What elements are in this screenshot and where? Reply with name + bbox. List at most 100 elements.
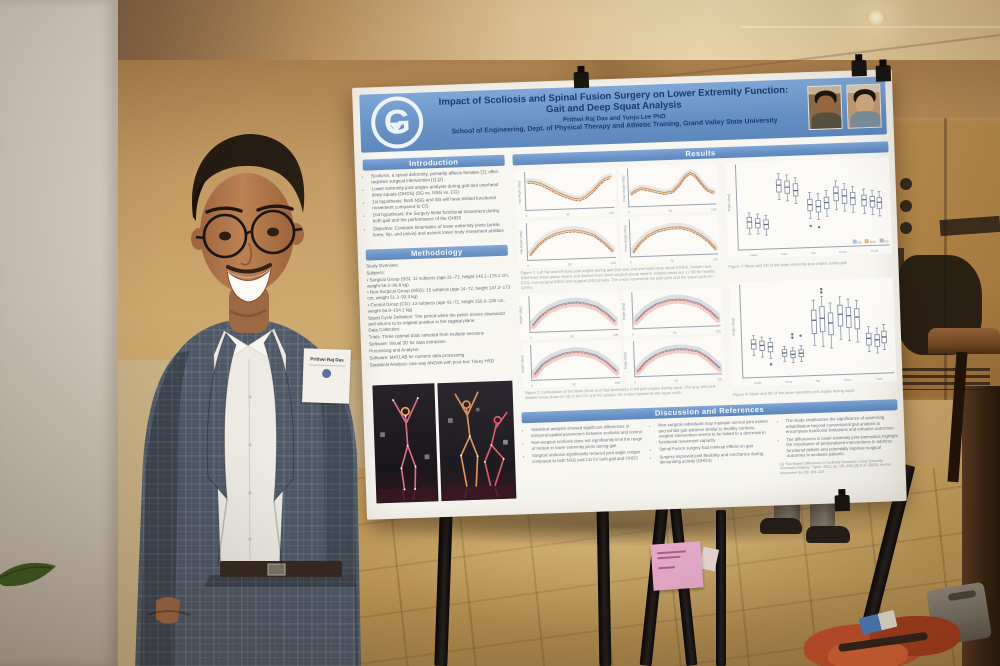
mocap-panel-squat <box>437 380 517 502</box>
chart-panel-squat-2: Angle (deg) 0 50 100 <box>620 287 723 337</box>
mocap-skeleton-standing <box>377 397 437 504</box>
y-axis-label: Angle (deg) <box>622 351 628 370</box>
y-axis-label: Knee Angle (deg) <box>622 225 628 253</box>
cardboard-print-dot <box>900 178 912 190</box>
trousers <box>204 575 356 666</box>
left-wall-column <box>0 0 118 666</box>
smile <box>226 267 272 303</box>
y-axis-label: Hip Angle (deg) <box>517 180 522 204</box>
discussion-col-2: Non-surgical individuals may maintain no… <box>651 419 772 480</box>
y-axis-label: Angle (deg) <box>731 317 736 336</box>
discussion-bullet: Non-surgical individuals may maintain no… <box>658 419 771 445</box>
y-axis-label: Angle (deg) <box>726 194 732 213</box>
handwriting-line <box>656 550 687 555</box>
x-axis-ticks: 0 50 100 <box>632 328 721 336</box>
mocap-panel-standing <box>372 383 439 504</box>
chart-panel-squat-1: Angle (deg) 0 50 100 <box>518 290 621 340</box>
poster-title-block: Impact of Scoliosis and Spinal Fusion Su… <box>423 84 804 136</box>
chart-panel-squat-4: Angle (deg) 0 50 100 <box>622 335 725 385</box>
squat-angle-charts: Angle (deg) 0 50 100 Angle (deg) 0 50 100 An… <box>518 287 725 389</box>
photo-shoulders <box>850 110 881 129</box>
discussion-bullet: Surgical scoliosis significantly reduced… <box>532 449 645 464</box>
handwriting-line <box>658 566 675 570</box>
chart-panel-squat-3: Angle (deg) 0 50 100 <box>520 339 623 389</box>
gait-boxplot-figure: Angle (deg) Ankle Knee Hip Pelvis Trunk … <box>724 157 893 259</box>
cardboard-print-dot <box>900 200 912 212</box>
figure3-caption: Figure 3: Mean and SD of the lower extre… <box>728 259 847 269</box>
belt-buckle <box>267 563 286 576</box>
mocap-skeleton-squat <box>442 391 515 502</box>
line-plot <box>524 168 614 211</box>
discussion-col-1: Statistical analysis showed significant … <box>524 423 645 484</box>
group-label: Hip <box>815 378 821 383</box>
box-plot <box>734 159 890 251</box>
line-plot <box>632 337 723 378</box>
university-logo: G <box>370 95 425 150</box>
squat-boxplot-figure: Angle (deg) Ankle Knee Hip Pelvis Trunk <box>729 277 897 387</box>
gait-angle-charts: Hip Angle (deg) 0 50 100 Knee Angle (deg) … <box>514 163 721 269</box>
group-label: Knee <box>780 251 788 257</box>
group-label: Pelvis <box>843 377 852 383</box>
group-label: Ankle <box>749 252 758 258</box>
group-label: Pelvis <box>839 249 848 255</box>
nose <box>240 242 253 266</box>
line-plot <box>628 215 719 258</box>
chart-panel-hip-gait: Hip Angle (deg) 0 50 100 <box>514 166 617 218</box>
chart-panel-hip-squat: Hip Angle (deg) 0 50 100 <box>516 217 618 269</box>
eyebrows <box>205 204 294 214</box>
legend-item: SG <box>852 239 862 244</box>
plant-leaf <box>0 548 62 594</box>
badge-logo <box>321 368 332 379</box>
group-label: Trunk <box>870 248 879 253</box>
cardboard-print-dot <box>900 222 912 234</box>
glasses <box>195 209 303 259</box>
figure1-caption: Figure 1: Left hip and left knee joint a… <box>520 263 716 290</box>
bystander-shoe <box>760 518 802 534</box>
group-label: Hip <box>811 250 816 256</box>
badge-line <box>308 364 346 367</box>
ceiling-light <box>866 10 886 25</box>
box-plot <box>739 279 895 379</box>
introduction-bullets: Scoliosis, a spinal deformity, primarily… <box>363 169 509 240</box>
methodology-text: Study Overview: Subjects: • Surgical Gro… <box>366 259 514 369</box>
line-plot <box>525 219 616 261</box>
y-axis-label: Hip Angle (deg) <box>518 230 524 255</box>
presenter <box>98 115 368 666</box>
section-header-methodology: Methodology <box>365 244 508 261</box>
wood-table-edge <box>928 328 1000 354</box>
jacket-lapel-left <box>206 332 237 501</box>
references-text: [1] “Sex-Based Differences in Scoliosis … <box>779 458 892 476</box>
group-label: Trunk <box>875 376 883 381</box>
line-plot <box>626 165 717 207</box>
name-badge: Prithwi Raj Das <box>302 348 351 404</box>
bystander-shoe <box>806 526 850 543</box>
leaf-shape <box>0 562 56 587</box>
y-axis-label: Angle (deg) <box>620 302 626 321</box>
figure4-caption: Figure 4: Mean and SD of the lower extre… <box>732 387 855 397</box>
discussion-col-3: The study emphasizes the significance of… <box>778 414 899 475</box>
y-axis-label: Angle (deg) <box>518 306 524 325</box>
easel-leg <box>716 510 726 666</box>
handwriting-line <box>657 555 681 560</box>
line-plot <box>530 341 620 381</box>
group-label: Ankle <box>754 380 762 386</box>
chart-panel-knee-squat: Knee Angle (deg) 0 50 100 <box>619 213 721 265</box>
hand-in-pocket <box>156 597 180 624</box>
chart-panel-knee-gait: Knee Angle (deg) 0 50 100 <box>617 163 719 215</box>
binder-clip <box>851 60 867 77</box>
binder-clip <box>875 65 892 82</box>
motion-capture-figure <box>372 380 517 504</box>
group-label: Knee <box>785 379 793 385</box>
discussion-bullet: Surgery improved joint flexibility and m… <box>659 450 772 465</box>
legend-item: NSG <box>864 239 876 244</box>
y-axis-label: Knee Angle (deg) <box>620 175 626 202</box>
legend-item: CG <box>879 238 889 244</box>
discussion-bullet: The differences in lower extremity joint… <box>786 433 899 459</box>
discussion-bullet: The study emphasizes the significance of… <box>785 414 898 435</box>
line-plot <box>528 292 619 333</box>
presenter-figure <box>135 134 361 666</box>
jacket-lapel-right <box>263 329 295 503</box>
x-axis-ticks: 0 50 100 <box>627 206 717 214</box>
photo-shoulders <box>811 111 842 131</box>
